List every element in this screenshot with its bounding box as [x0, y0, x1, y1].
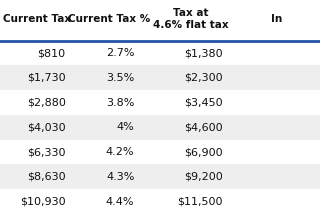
- Text: 4%: 4%: [117, 122, 134, 132]
- Text: $1,380: $1,380: [184, 48, 222, 58]
- Text: 2.7%: 2.7%: [106, 48, 134, 58]
- Text: Current Tax: Current Tax: [3, 14, 71, 24]
- Text: $3,450: $3,450: [184, 98, 222, 108]
- Bar: [0, 115, 320, 140]
- Text: $11,500: $11,500: [177, 197, 222, 207]
- Text: 4.4%: 4.4%: [106, 197, 134, 207]
- Bar: [0, 41, 320, 65]
- Text: In: In: [271, 14, 283, 24]
- Text: 4.2%: 4.2%: [106, 147, 134, 157]
- Text: $1,730: $1,730: [27, 73, 66, 83]
- Text: 3.8%: 3.8%: [106, 98, 134, 108]
- Text: Tax at
4.6% flat tax: Tax at 4.6% flat tax: [153, 8, 228, 30]
- Text: $2,300: $2,300: [184, 73, 222, 83]
- Text: 4.3%: 4.3%: [106, 172, 134, 182]
- Text: $8,630: $8,630: [27, 172, 66, 182]
- Text: $9,200: $9,200: [184, 172, 222, 182]
- Text: Current Tax %: Current Tax %: [68, 14, 150, 24]
- Bar: [0, 90, 320, 115]
- Text: $4,030: $4,030: [27, 122, 66, 132]
- Text: $6,330: $6,330: [27, 147, 66, 157]
- Bar: [0, 0, 320, 41]
- Text: 3.5%: 3.5%: [106, 73, 134, 83]
- Text: $6,900: $6,900: [184, 147, 222, 157]
- Text: $810: $810: [37, 48, 66, 58]
- Text: $4,600: $4,600: [184, 122, 222, 132]
- Text: $2,880: $2,880: [27, 98, 66, 108]
- Bar: [0, 165, 320, 189]
- Bar: [0, 140, 320, 165]
- Bar: [0, 189, 320, 214]
- Text: $10,930: $10,930: [20, 197, 66, 207]
- Bar: [0, 65, 320, 90]
